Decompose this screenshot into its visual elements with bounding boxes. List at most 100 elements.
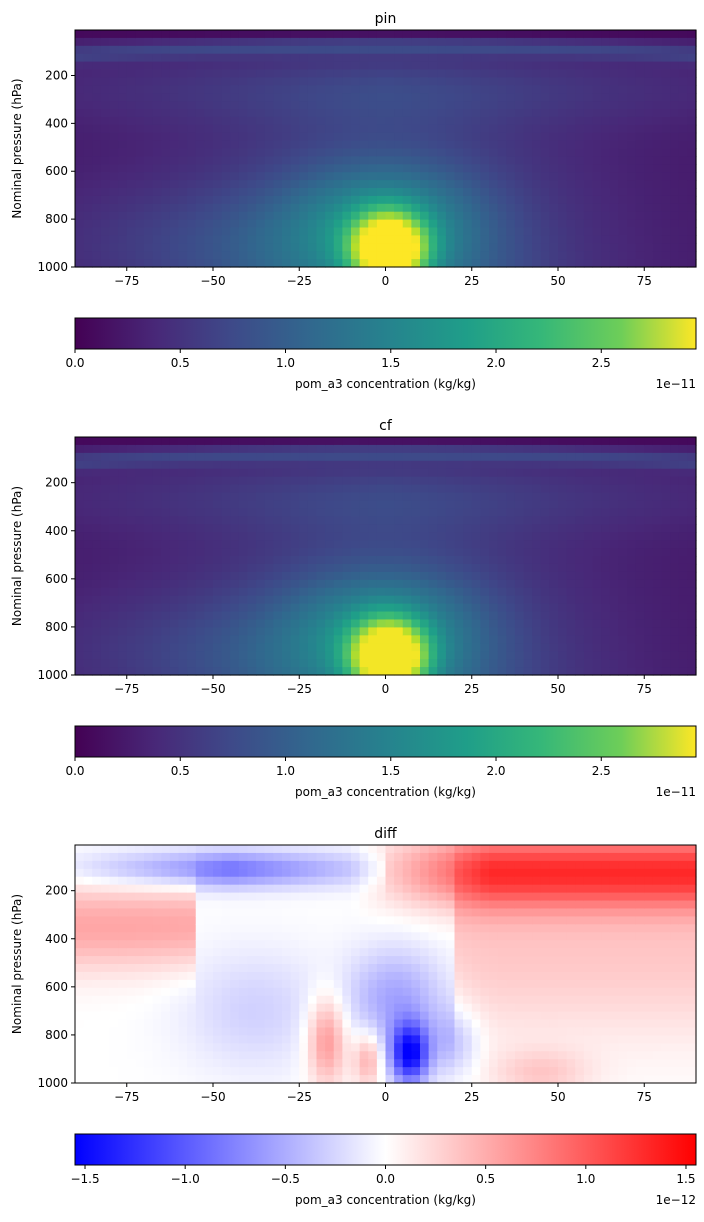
heatmap-cell	[317, 251, 326, 260]
heatmap-cell	[118, 1035, 127, 1044]
heatmap-cell	[118, 1059, 127, 1068]
heatmap-cell	[455, 109, 464, 118]
heatmap-cell	[515, 445, 524, 454]
heatmap-cell	[636, 627, 645, 636]
heatmap-cell	[506, 188, 515, 197]
heatmap-cell	[575, 220, 584, 229]
y-tick-label: 800	[45, 212, 68, 226]
heatmap-cell	[170, 85, 179, 94]
heatmap-cell	[161, 916, 170, 925]
colorbar-tick-label: 2.5	[592, 356, 611, 370]
heatmap-cell	[187, 1043, 196, 1052]
heatmap-cell	[636, 164, 645, 173]
heatmap-cell	[549, 532, 558, 541]
heatmap-cell	[437, 220, 446, 229]
heatmap-cell	[273, 485, 282, 494]
heatmap-cell	[170, 500, 179, 509]
heatmap-cell	[403, 532, 412, 541]
heatmap-cell	[662, 524, 671, 533]
heatmap-cell	[196, 588, 205, 597]
heatmap-cell	[299, 228, 308, 237]
heatmap-cell	[204, 596, 213, 605]
heatmap-cell	[84, 93, 93, 102]
heatmap-cell	[101, 30, 110, 39]
heatmap-cell	[368, 500, 377, 509]
heatmap-cell	[153, 1043, 162, 1052]
heatmap-cell	[161, 604, 170, 613]
heatmap-cell	[92, 235, 101, 244]
heatmap-cell	[662, 172, 671, 181]
heatmap-cell	[196, 1020, 205, 1029]
heatmap-cell	[584, 77, 593, 86]
heatmap-cell	[92, 548, 101, 557]
heatmap-cell	[610, 196, 619, 205]
heatmap-cell	[127, 220, 136, 229]
heatmap-cell	[403, 228, 412, 237]
heatmap-cell	[101, 477, 110, 486]
heatmap-cell	[472, 548, 481, 557]
heatmap-cell	[653, 259, 662, 268]
heatmap-cell	[541, 643, 550, 652]
heatmap-cell	[446, 259, 455, 268]
heatmap-cell	[446, 38, 455, 47]
heatmap-cell	[549, 156, 558, 165]
heatmap-cell	[101, 77, 110, 86]
heatmap-cell	[342, 524, 351, 533]
heatmap-cell	[584, 485, 593, 494]
heatmap-cell	[532, 38, 541, 47]
heatmap-cell	[541, 500, 550, 509]
heatmap-cell	[455, 596, 464, 605]
heatmap-cell	[282, 493, 291, 502]
heatmap-cell	[463, 469, 472, 478]
heatmap-cell	[222, 988, 231, 997]
heatmap-cell	[506, 259, 515, 268]
heatmap-cell	[153, 508, 162, 517]
heatmap-cell	[187, 612, 196, 621]
heatmap-cell	[455, 469, 464, 478]
heatmap-cell	[567, 572, 576, 581]
heatmap-cell	[601, 125, 610, 134]
heatmap-cell	[299, 117, 308, 126]
heatmap-cell	[472, 38, 481, 47]
heatmap-cell	[196, 667, 205, 676]
heatmap-cell	[593, 445, 602, 454]
heatmap-cell	[161, 141, 170, 150]
heatmap-cell	[179, 853, 188, 862]
heatmap-cell	[541, 627, 550, 636]
heatmap-cell	[394, 500, 403, 509]
heatmap-cell	[437, 485, 446, 494]
heatmap-cell	[118, 893, 127, 902]
heatmap-cell	[644, 604, 653, 613]
heatmap-cell	[342, 204, 351, 213]
heatmap-cell	[144, 70, 153, 79]
heatmap-cell	[360, 85, 369, 94]
heatmap-cell	[670, 667, 679, 676]
heatmap-cell	[196, 869, 205, 878]
heatmap-cell	[84, 156, 93, 165]
heatmap-cell	[75, 508, 84, 517]
heatmap-cell	[437, 588, 446, 597]
heatmap-cell	[567, 156, 576, 165]
heatmap-cell	[110, 924, 119, 933]
heatmap-cell	[463, 516, 472, 525]
heatmap-cell	[196, 62, 205, 71]
heatmap-cell	[187, 62, 196, 71]
heatmap-cell	[118, 1027, 127, 1036]
heatmap-cell	[463, 220, 472, 229]
heatmap-cell	[213, 956, 222, 965]
heatmap-cell	[334, 172, 343, 181]
heatmap-cell	[662, 30, 671, 39]
heatmap-cell	[687, 651, 696, 660]
heatmap-cell	[575, 77, 584, 86]
heatmap-cell	[84, 964, 93, 973]
heatmap-cell	[480, 259, 489, 268]
heatmap-cell	[222, 524, 231, 533]
heatmap-cell	[593, 156, 602, 165]
heatmap-cell	[549, 453, 558, 462]
heatmap-cell	[377, 540, 386, 549]
heatmap-cell	[489, 156, 498, 165]
heatmap-cell	[204, 259, 213, 268]
heatmap-cell	[282, 612, 291, 621]
heatmap-cell	[662, 588, 671, 597]
heatmap-cell	[273, 54, 282, 63]
